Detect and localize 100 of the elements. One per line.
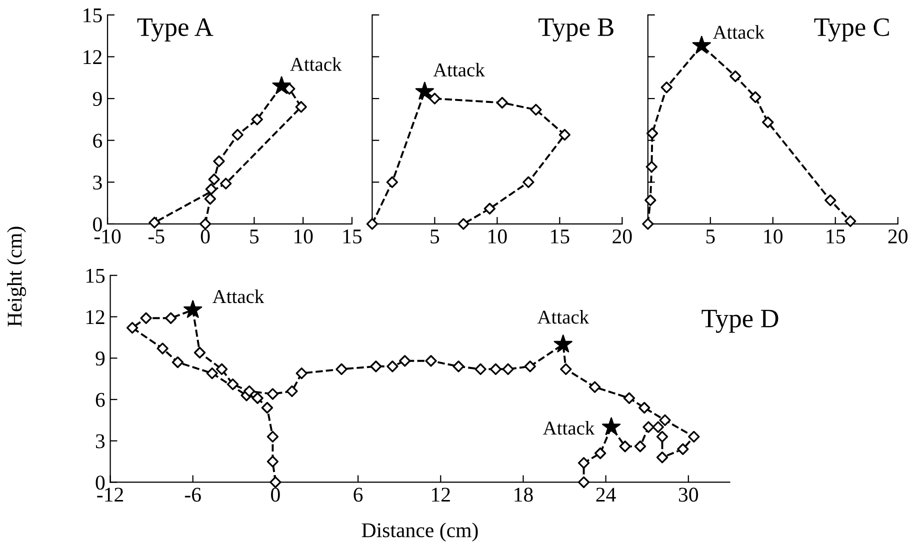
point — [554, 334, 572, 352]
point — [646, 128, 658, 140]
y-tick-label: 3 — [93, 176, 102, 190]
y-tick-label: 9 — [96, 352, 105, 366]
point — [184, 300, 202, 318]
x-tick-label: 15 — [551, 230, 570, 244]
point — [213, 155, 225, 168]
point — [524, 360, 536, 372]
point — [578, 457, 590, 469]
point — [296, 367, 308, 380]
x-tick-label: 20 — [888, 229, 908, 244]
point — [261, 402, 274, 414]
x-tick-label: -6 — [184, 488, 201, 502]
point — [126, 322, 138, 334]
point — [656, 452, 668, 464]
point — [266, 430, 279, 443]
point — [251, 114, 263, 126]
point — [530, 104, 542, 116]
x-tick-label: 15 — [826, 230, 845, 244]
point — [370, 360, 382, 372]
point — [762, 116, 774, 128]
point — [496, 96, 508, 109]
y-tick-label: 6 — [93, 134, 102, 148]
annotation: Attack — [212, 289, 264, 304]
point — [386, 360, 398, 372]
point — [730, 70, 742, 82]
point — [490, 363, 502, 375]
point — [216, 363, 228, 375]
x-tick-label: 10 — [294, 229, 313, 244]
point — [220, 178, 232, 190]
point — [415, 82, 434, 100]
point — [642, 421, 654, 433]
point — [194, 346, 206, 358]
point — [272, 76, 291, 94]
annotation: Attack — [433, 62, 485, 77]
x-tick-label: 6 — [354, 488, 363, 502]
point — [386, 176, 398, 188]
x-tick-label: 18 — [514, 488, 533, 502]
annotation: Attack — [543, 421, 595, 435]
point — [646, 160, 658, 173]
point — [226, 378, 239, 390]
y-tick-label: 12 — [86, 310, 104, 324]
point — [266, 388, 279, 400]
point — [502, 363, 514, 375]
point — [172, 356, 184, 368]
y-tick-label: 12 — [84, 50, 102, 64]
point — [844, 215, 856, 228]
point — [452, 360, 464, 372]
y-axis-title: Height (cm) — [7, 226, 26, 327]
x-tick-label: 15 — [343, 230, 362, 244]
point — [659, 414, 671, 426]
x-tick-label: 10 — [488, 229, 507, 244]
y-tick-label: 15 — [84, 8, 102, 22]
point — [270, 476, 282, 488]
x-tick-label: 0 — [200, 229, 210, 244]
x-tick-label: 5 — [430, 230, 440, 244]
point — [295, 101, 307, 113]
annotation: Attack — [537, 310, 590, 324]
point — [252, 392, 264, 404]
point — [286, 385, 298, 398]
point — [677, 443, 689, 455]
x-tick-label: 5 — [250, 230, 259, 244]
x-tick-label: 0 — [271, 488, 280, 502]
y-tick-label: 3 — [96, 434, 105, 448]
point — [266, 456, 279, 468]
point — [652, 421, 664, 433]
point — [243, 385, 256, 398]
x-tick-label: 5 — [706, 230, 715, 244]
y-tick-label: 9 — [92, 92, 102, 106]
x-tick-label: 20 — [612, 229, 632, 244]
point — [602, 417, 621, 436]
point — [232, 128, 244, 141]
point — [644, 194, 656, 206]
point — [638, 402, 650, 414]
point — [692, 36, 711, 54]
point — [140, 312, 152, 324]
point — [750, 91, 762, 103]
x-tick-label: 24 — [596, 488, 616, 502]
point — [484, 202, 496, 214]
y-tick-label: 6 — [96, 392, 105, 407]
chart-title: Type A — [137, 18, 214, 42]
point — [824, 194, 836, 206]
annotation: Attack — [290, 57, 342, 71]
point — [204, 193, 216, 205]
point — [206, 367, 218, 380]
point — [558, 128, 571, 141]
point — [656, 430, 668, 443]
point — [336, 363, 348, 375]
point — [205, 183, 218, 195]
point — [156, 342, 168, 354]
point — [399, 355, 411, 367]
x-tick-label: 12 — [432, 488, 450, 502]
text: Type D — [702, 310, 778, 333]
x-tick-label: -10 — [94, 229, 121, 244]
point — [560, 363, 572, 375]
point — [425, 355, 437, 367]
x-tick-label: -12 — [97, 488, 124, 502]
point — [634, 440, 646, 452]
point — [588, 381, 601, 393]
x-axis-title: Distance (cm) — [362, 522, 478, 542]
